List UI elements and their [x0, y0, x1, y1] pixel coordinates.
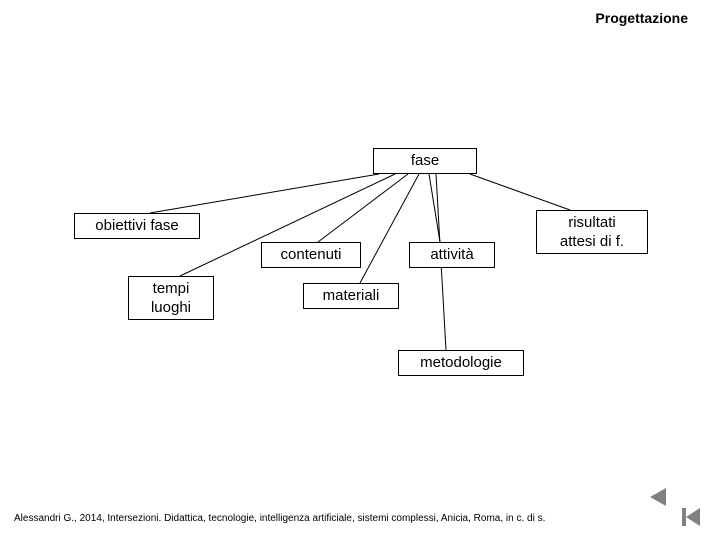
edge-fase-attivita [429, 174, 440, 242]
node-attivita: attività [409, 242, 495, 268]
edge-fase-obiettivi [150, 174, 379, 213]
first-slide-icon[interactable] [682, 508, 704, 526]
page-title: Progettazione [595, 10, 688, 26]
diagram-edges [0, 0, 720, 540]
node-metodologie: metodologie [398, 350, 524, 376]
prev-slide-icon[interactable] [650, 488, 666, 506]
footer-citation: Alessandri G., 2014, Intersezioni. Didat… [14, 513, 545, 524]
node-fase: fase [373, 148, 477, 174]
edge-fase-risultati [470, 174, 570, 210]
node-contenuti: contenuti [261, 242, 361, 268]
node-risultati: risultati attesi di f. [536, 210, 648, 254]
edge-fase-contenuti [318, 174, 408, 242]
node-materiali: materiali [303, 283, 399, 309]
node-tempi: tempi luoghi [128, 276, 214, 320]
node-obiettivi: obiettivi fase [74, 213, 200, 239]
